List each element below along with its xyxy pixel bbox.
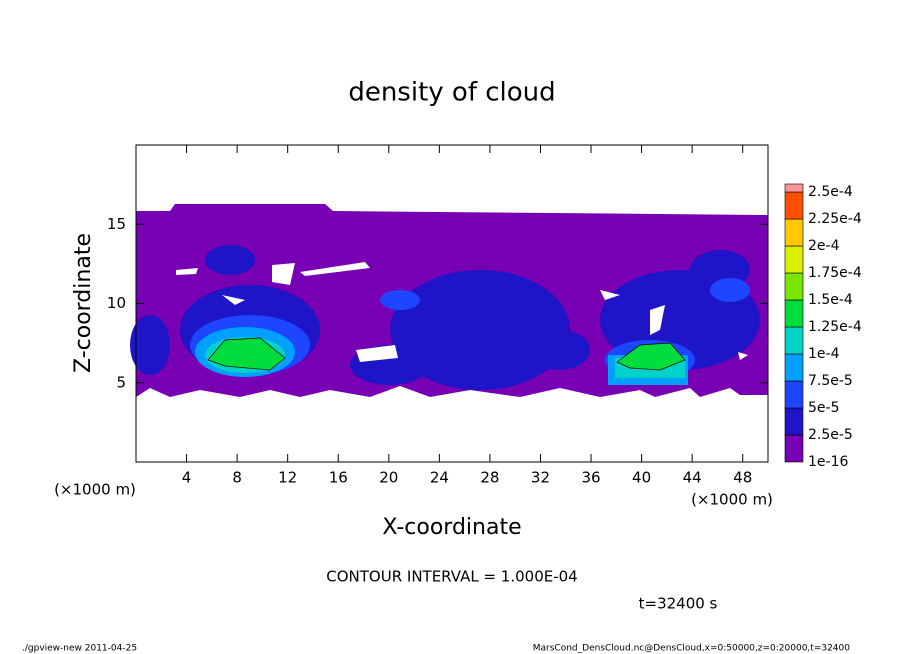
colorbar-box bbox=[784, 191, 804, 220]
x-tick-label: 8 bbox=[232, 469, 242, 487]
colorbar-box bbox=[784, 218, 804, 247]
y-axis-label: Z-coordinate bbox=[71, 233, 96, 373]
colorbar-box bbox=[784, 380, 804, 409]
chart-title: density of cloud bbox=[348, 78, 555, 108]
colorbar-box bbox=[784, 326, 804, 355]
y-tick-label: 5 bbox=[116, 373, 126, 391]
colorbar-label: 2.25e-4 bbox=[808, 211, 862, 227]
x-tick-label: 44 bbox=[683, 469, 702, 487]
colorbar-label: 7.5e-5 bbox=[808, 373, 853, 389]
time-label: t=32400 s bbox=[639, 595, 718, 613]
x-tick-label: 36 bbox=[581, 469, 600, 487]
x-axis-label: X-coordinate bbox=[382, 515, 521, 540]
x-tick-label: 32 bbox=[531, 469, 550, 487]
y-tick-label: 10 bbox=[107, 294, 126, 312]
colorbar-box bbox=[784, 434, 804, 463]
colorbar-box bbox=[784, 299, 804, 328]
colorbar-label: 5e-5 bbox=[808, 400, 839, 416]
z-unit: (×1000 m) bbox=[691, 491, 773, 509]
colorbar-box bbox=[784, 183, 804, 193]
x-tick-label: 48 bbox=[733, 469, 752, 487]
colorbar-box bbox=[784, 353, 804, 382]
colorbar-label: 1.75e-4 bbox=[808, 265, 862, 281]
y-tick-label: 15 bbox=[107, 215, 126, 233]
colorbar-box bbox=[784, 407, 804, 436]
footer-left: ./gpview-new 2011-04-25 bbox=[22, 644, 137, 654]
x-tick-label: 12 bbox=[278, 469, 297, 487]
contour-interval: CONTOUR INTERVAL = 1.000E-04 bbox=[326, 568, 577, 586]
colorbar-label: 1.5e-4 bbox=[808, 292, 853, 308]
footer-right: MarsCond_DensCloud.nc@DensCloud,x=0:5000… bbox=[533, 644, 850, 654]
colorbar-label: 2.5e-5 bbox=[808, 427, 853, 443]
x-tick-label: 20 bbox=[379, 469, 398, 487]
colorbar-label: 1e-4 bbox=[808, 346, 840, 362]
colorbar-box bbox=[784, 272, 804, 301]
field bbox=[130, 204, 768, 397]
colorbar-label: 2e-4 bbox=[808, 238, 840, 254]
colorbar-label: 1e-16 bbox=[808, 454, 848, 470]
colorbar-label: 2.5e-4 bbox=[808, 184, 853, 200]
colorbar-box bbox=[784, 245, 804, 274]
x-tick-label: 28 bbox=[480, 469, 499, 487]
x-tick-label: 16 bbox=[329, 469, 348, 487]
x-unit: (×1000 m) bbox=[54, 481, 136, 499]
x-tick-label: 40 bbox=[632, 469, 651, 487]
colorbar-label: 1.25e-4 bbox=[808, 319, 862, 335]
x-tick-label: 24 bbox=[430, 469, 449, 487]
x-tick-label: 4 bbox=[182, 469, 192, 487]
